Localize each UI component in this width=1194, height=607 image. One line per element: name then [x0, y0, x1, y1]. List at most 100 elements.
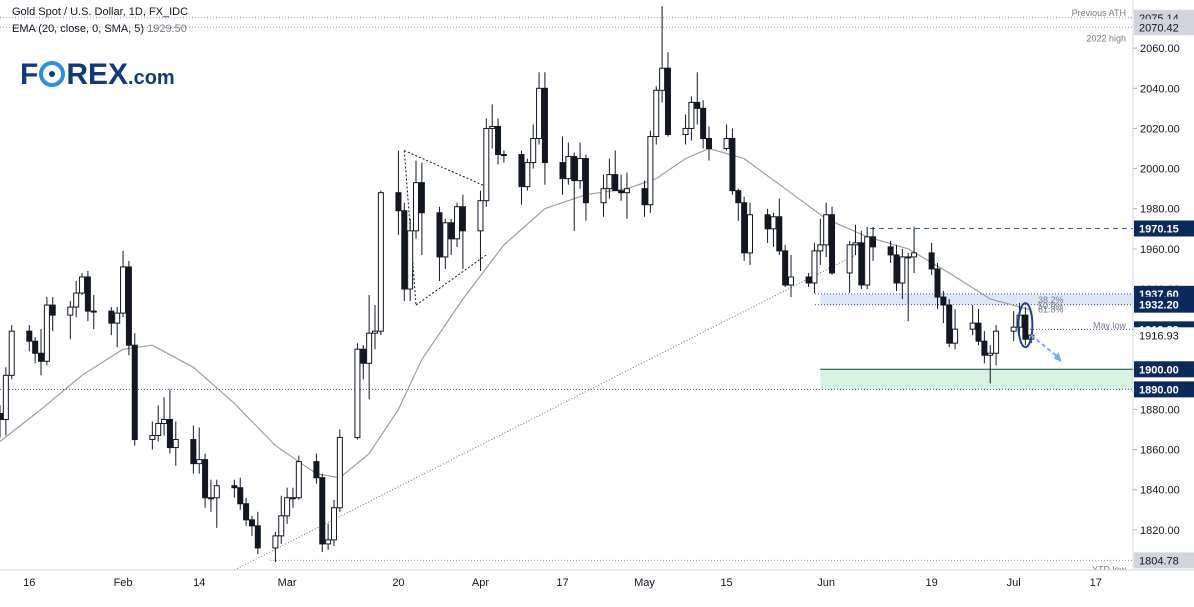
candle-body-down [612, 174, 619, 192]
time-axis-bg [0, 570, 1194, 602]
candle [483, 118, 490, 207]
candle [952, 309, 959, 350]
candle-body-down [231, 485, 238, 489]
candle [336, 429, 343, 512]
candle-body-down [448, 222, 455, 240]
candle-body-down [782, 250, 789, 286]
fib-label: 38.2% [1038, 295, 1064, 305]
candle-body-down [764, 214, 771, 230]
candle [805, 272, 812, 288]
candle-body-up [278, 515, 285, 537]
candle-body-up [161, 418, 168, 424]
candle-body-down [166, 418, 173, 449]
candle [377, 190, 384, 336]
candle-body-up [366, 332, 373, 364]
candle [49, 297, 56, 332]
x-tick-label: May [634, 577, 655, 589]
x-tick-label: 14 [193, 577, 205, 589]
candle [969, 305, 976, 336]
candle [700, 100, 707, 149]
ytd-low-badge [1134, 552, 1194, 569]
candle [688, 96, 695, 141]
candle-body-up [788, 276, 795, 286]
candle-body-down [202, 459, 209, 499]
candle [536, 72, 543, 145]
indicator-header: EMA (20, close, 0, SMA, 5) 1929.50 [12, 23, 187, 35]
candle [43, 297, 50, 366]
candle-body-up [79, 276, 86, 294]
candle [125, 260, 132, 356]
candle-body-up [1010, 326, 1017, 332]
candle [788, 254, 795, 298]
level-1900-badge-label: 1900.00 [1139, 364, 1179, 376]
candle-body-up [811, 250, 818, 284]
candle-body-up [442, 222, 449, 258]
candle-body-down [1022, 314, 1029, 340]
candle [928, 242, 935, 275]
candle-body-up [489, 125, 496, 129]
candle-body-up [114, 312, 121, 324]
candle-body-down [705, 137, 712, 150]
candle [659, 6, 666, 103]
x-tick-label: 19 [926, 577, 938, 589]
candle [2, 367, 9, 436]
candle-body-up [817, 244, 824, 252]
candle [577, 142, 584, 189]
candle-body-down [436, 212, 443, 258]
candle [161, 397, 168, 436]
candle-body-down [934, 268, 941, 298]
logo-suffix: .com [128, 67, 175, 89]
candle [272, 531, 279, 562]
candle-body-down [858, 242, 865, 286]
candle-body-up [623, 188, 630, 194]
logo-letters-rex: REX [66, 58, 129, 91]
candle-body-up [600, 188, 607, 204]
candle [366, 295, 373, 400]
candle [32, 337, 39, 364]
candle-body-down [887, 246, 894, 256]
y-tick-label: 1820.00 [1140, 525, 1180, 537]
zones-layer [820, 293, 1133, 390]
candle [934, 262, 941, 310]
candle-body-up [952, 328, 959, 344]
candle-body-up [688, 101, 695, 129]
candle-body-down [125, 266, 132, 346]
ytd-low-badge-label: 1804.78 [1139, 555, 1179, 567]
candle-body-down [418, 182, 425, 214]
symbol-title: Gold Spot / U.S. Dollar, 1D, FX_IDC [12, 6, 189, 18]
candle-body-down [131, 344, 138, 441]
candle-body-up [336, 437, 343, 509]
candle [735, 188, 742, 221]
ema-layer [0, 147, 1032, 479]
y-tick-label: 1860.00 [1140, 445, 1180, 457]
candle-body-up [67, 306, 74, 316]
candle-body-up [536, 87, 543, 139]
ytd-low-label: YTD low [1092, 564, 1127, 574]
candle-body-down [940, 296, 947, 306]
candle-body-up [483, 127, 490, 202]
2022-high-badge-label: 2070.42 [1139, 22, 1179, 34]
candle [600, 174, 607, 217]
candle [887, 240, 894, 263]
candle [278, 495, 285, 544]
candle [664, 52, 671, 137]
candle-body-up [647, 135, 654, 206]
y-tick-label: 2000.00 [1140, 164, 1180, 176]
candle-body-up [606, 174, 613, 190]
candle-body-down [893, 254, 900, 284]
candle [90, 295, 97, 330]
candle [436, 206, 443, 281]
candle-body-up [372, 330, 378, 334]
candle [38, 329, 45, 376]
candle-body-up [354, 348, 361, 439]
last-price-badge [1134, 327, 1194, 344]
candle-body-up [565, 156, 572, 180]
candle [565, 142, 572, 185]
candle-body-down [243, 503, 250, 521]
candle [284, 487, 291, 524]
candle [817, 218, 824, 265]
logo-letter-f: F [20, 58, 39, 91]
level-1890-badge-label: 1890.00 [1139, 384, 1179, 396]
candle [946, 299, 953, 348]
candle [582, 154, 589, 221]
